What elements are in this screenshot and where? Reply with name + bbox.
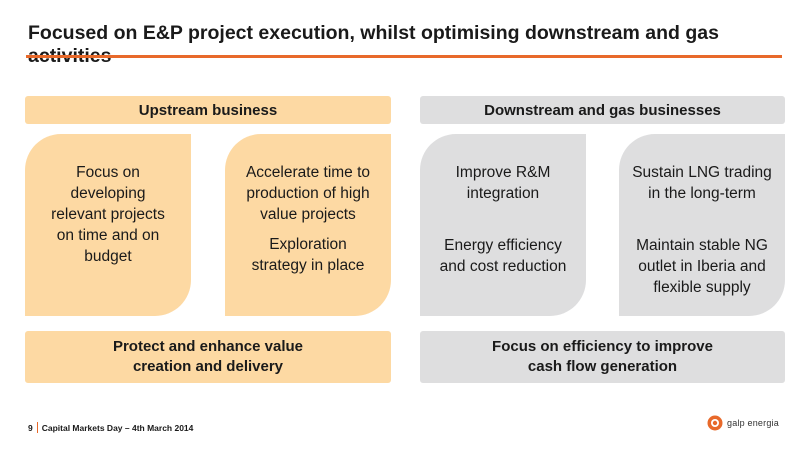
- logo-text: galp energia: [727, 418, 779, 428]
- footer-event: Capital Markets Day – 4th March 2014: [41, 422, 194, 433]
- summary-line: Focus on efficiency to improve: [492, 338, 713, 355]
- page-number: 9: [28, 422, 33, 433]
- summary-line: Protect and enhance value: [112, 338, 304, 355]
- downstream-card-rm: Improve R&M integration Energy efficienc…: [420, 134, 586, 316]
- downstream-card-lng: Sustain LNG trading in the long-term Mai…: [619, 134, 785, 316]
- card-line: value projects: [260, 206, 356, 223]
- downstream-heading: Downstream and gas businesses: [420, 96, 785, 124]
- downstream-summary: Focus on efficiency to improve cash flow…: [420, 331, 785, 383]
- card-line: Sustain LNG trading: [632, 164, 772, 181]
- footer: 9 Capital Markets Day – 4th March 2014: [28, 422, 193, 433]
- card-line: Exploration: [269, 236, 347, 253]
- card-line: in the long-term: [648, 185, 756, 202]
- card-line: Focus on: [76, 164, 140, 181]
- page-title: Focused on E&P project execution, whilst…: [28, 22, 719, 67]
- card-line: developing: [70, 185, 146, 202]
- title-divider: [26, 55, 782, 58]
- footer-divider: [36, 422, 38, 433]
- card-line: outlet in Iberia and: [638, 258, 766, 275]
- card-line: strategy in place: [251, 257, 365, 274]
- card-line: Improve R&M: [455, 164, 551, 181]
- card-line: relevant projects: [51, 206, 165, 223]
- upstream-card-accelerate: Accelerate time to production of high va…: [225, 134, 391, 316]
- card-line: integration: [466, 185, 540, 202]
- card-line: budget: [84, 248, 132, 265]
- card-line: Accelerate time to: [245, 164, 371, 181]
- card-line: flexible supply: [653, 279, 751, 296]
- card-line: on time and on: [56, 227, 160, 244]
- upstream-summary: Protect and enhance value creation and d…: [25, 331, 391, 383]
- card-line: and cost reduction: [439, 258, 567, 275]
- summary-line: cash flow generation: [527, 358, 678, 375]
- company-logo: galp energia: [707, 415, 779, 431]
- upstream-heading: Upstream business: [25, 96, 391, 124]
- card-line: Energy efficiency: [444, 237, 562, 254]
- card-line: production of high: [246, 185, 370, 202]
- card-line: Maintain stable NG: [636, 237, 768, 254]
- summary-line: creation and delivery: [132, 358, 284, 375]
- galp-logo-icon: [707, 415, 723, 431]
- upstream-card-focus: Focus on developing relevant projects on…: [25, 134, 191, 316]
